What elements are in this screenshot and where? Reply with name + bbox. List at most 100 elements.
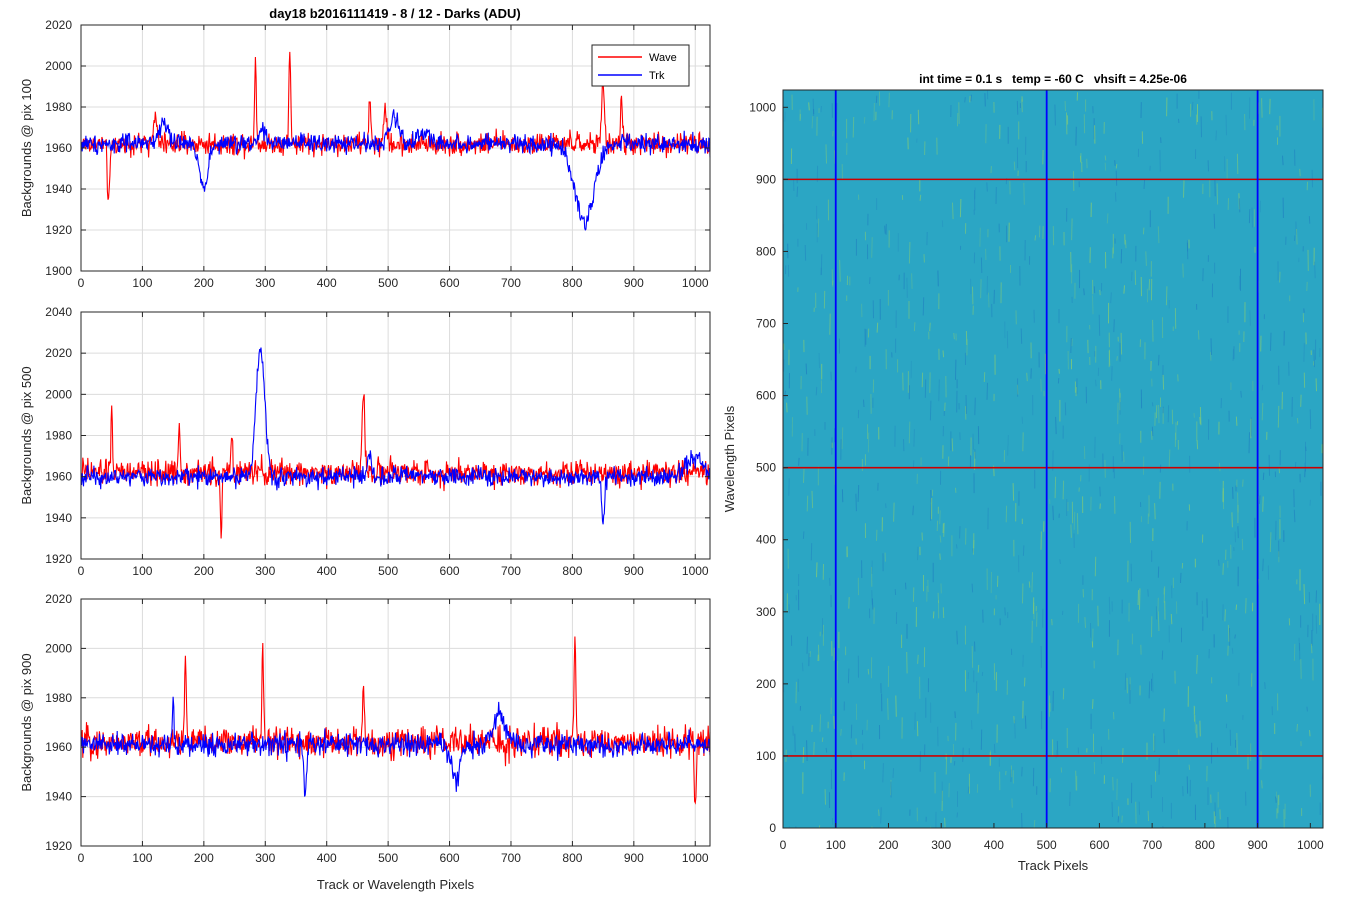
heatmap-streak [1236, 732, 1238, 755]
heatmap-streak [863, 399, 865, 408]
heatmap-streak [962, 747, 964, 763]
x-tick-label: 600 [440, 276, 460, 290]
y-tick-label: 1980 [45, 691, 72, 705]
heatmap-streak [977, 664, 980, 673]
heatmap-streak [951, 438, 954, 452]
heatmap-streak [1199, 406, 1202, 426]
x-tick-label: 300 [931, 838, 951, 852]
heatmap-streak [1104, 155, 1107, 161]
heatmap-streak [876, 322, 879, 333]
heatmap-streak [908, 421, 911, 444]
x-tick-label: 1000 [682, 276, 709, 290]
x-tick-label: 400 [317, 276, 337, 290]
legend-box [591, 44, 690, 87]
heatmap-streak [890, 779, 892, 796]
y-axis-label: Wavelength Pixels [722, 405, 737, 512]
heatmap-streak [912, 505, 914, 516]
heatmap-streak [1168, 449, 1171, 468]
x-axis-label: Track or Wavelength Pixels [317, 877, 475, 892]
main-title: day18 b2016111419 - 8 / 12 - Darks (ADU) [269, 6, 520, 21]
y-axis-label: Backgrounds @ pix 100 [19, 79, 34, 217]
heatmap-streak [811, 116, 814, 129]
heatmap-streak [1180, 572, 1182, 584]
heatmap-streak [1062, 480, 1065, 500]
heatmap-streak [1249, 310, 1251, 326]
heatmap-streak [801, 662, 804, 672]
heatmap-streak [1157, 611, 1160, 632]
heatmap-streak [1142, 227, 1145, 235]
heatmap-streak [1231, 647, 1234, 654]
legend-entry: Trk [649, 70, 665, 82]
heatmap-streak [1197, 330, 1200, 340]
heatmap-streak [1161, 650, 1164, 660]
heatmap-streak [1222, 490, 1225, 510]
heatmap-streak [1124, 673, 1127, 690]
x-tick-label: 500 [378, 851, 398, 865]
heatmap-streak [784, 111, 786, 122]
heatmap-streak [1123, 285, 1125, 294]
heatmap-streak [1112, 776, 1114, 791]
y-axis-label: Backgrounds @ pix 500 [19, 366, 34, 504]
line-plot-pix-100: 0 100 200 300 400 500 600 700 800 900 1000 1900 1920… [19, 18, 711, 290]
heatmap-streak [1314, 261, 1316, 279]
heatmap-streak [1261, 98, 1263, 118]
heatmap-streak [1308, 215, 1311, 224]
heatmap-streak [825, 144, 827, 164]
heatmap-streak [1143, 179, 1146, 190]
heatmap-streak [884, 225, 886, 234]
heatmap-streak [1115, 164, 1118, 169]
heatmap-streak [1024, 715, 1027, 729]
x-tick-label: 200 [878, 838, 898, 852]
heatmap-streak [1299, 168, 1301, 177]
heatmap-streak [1083, 288, 1085, 296]
heatmap-streak [944, 817, 946, 829]
heatmap-streak [1108, 350, 1111, 366]
heatmap-streak [895, 695, 897, 717]
heatmap-streak [802, 747, 805, 763]
heatmap-streak [1054, 476, 1057, 499]
heatmap-streak [878, 809, 880, 817]
heatmap-streak [825, 747, 828, 753]
series-line-wave [80, 636, 711, 805]
heatmap-streak [1182, 263, 1184, 278]
heatmap-streak [1235, 416, 1238, 426]
x-tick-label: 0 [78, 276, 85, 290]
heatmap-streak [1296, 228, 1298, 245]
heatmap-streak [1148, 279, 1151, 291]
heatmap-streak [1165, 286, 1168, 306]
heatmap-streak [1194, 715, 1196, 734]
heatmap-streak [977, 692, 979, 714]
heatmap-streak [974, 397, 976, 416]
x-tick-label: 600 [440, 564, 460, 578]
heatmap-streak [1163, 586, 1166, 603]
axes-frame [80, 598, 711, 847]
heatmap-streak [1098, 314, 1101, 336]
series-line-trk [80, 109, 711, 231]
heatmap-streak [1296, 723, 1298, 732]
heatmap-streak [1240, 390, 1242, 398]
heatmap-streak [1277, 405, 1280, 428]
heatmap-streak [1021, 766, 1023, 777]
y-tick-label: 400 [756, 533, 776, 547]
heatmap-streak [1075, 770, 1077, 791]
heatmap-streak [1145, 251, 1147, 266]
heatmap-streak [1110, 292, 1112, 304]
heatmap-streak [1013, 161, 1016, 171]
series-line-wave [80, 394, 711, 539]
x-tick-label: 1000 [682, 851, 709, 865]
heatmap-streak [1270, 332, 1272, 351]
heatmap-streak [988, 292, 990, 308]
heatmap-streak [1034, 235, 1037, 241]
heatmap-streak [806, 636, 808, 654]
x-tick-label: 600 [440, 851, 460, 865]
heatmap-streak [803, 468, 805, 483]
x-tick-label: 700 [501, 851, 521, 865]
heatmap-streak [1070, 524, 1072, 538]
heatmap-streak [967, 786, 970, 794]
heatmap-streak [974, 187, 976, 200]
heatmap-streak [993, 743, 996, 754]
heatmap-streak [1225, 114, 1227, 136]
heatmap-streak [1055, 416, 1057, 435]
heatmap-streak [893, 502, 895, 522]
heatmap-streak [972, 540, 975, 555]
